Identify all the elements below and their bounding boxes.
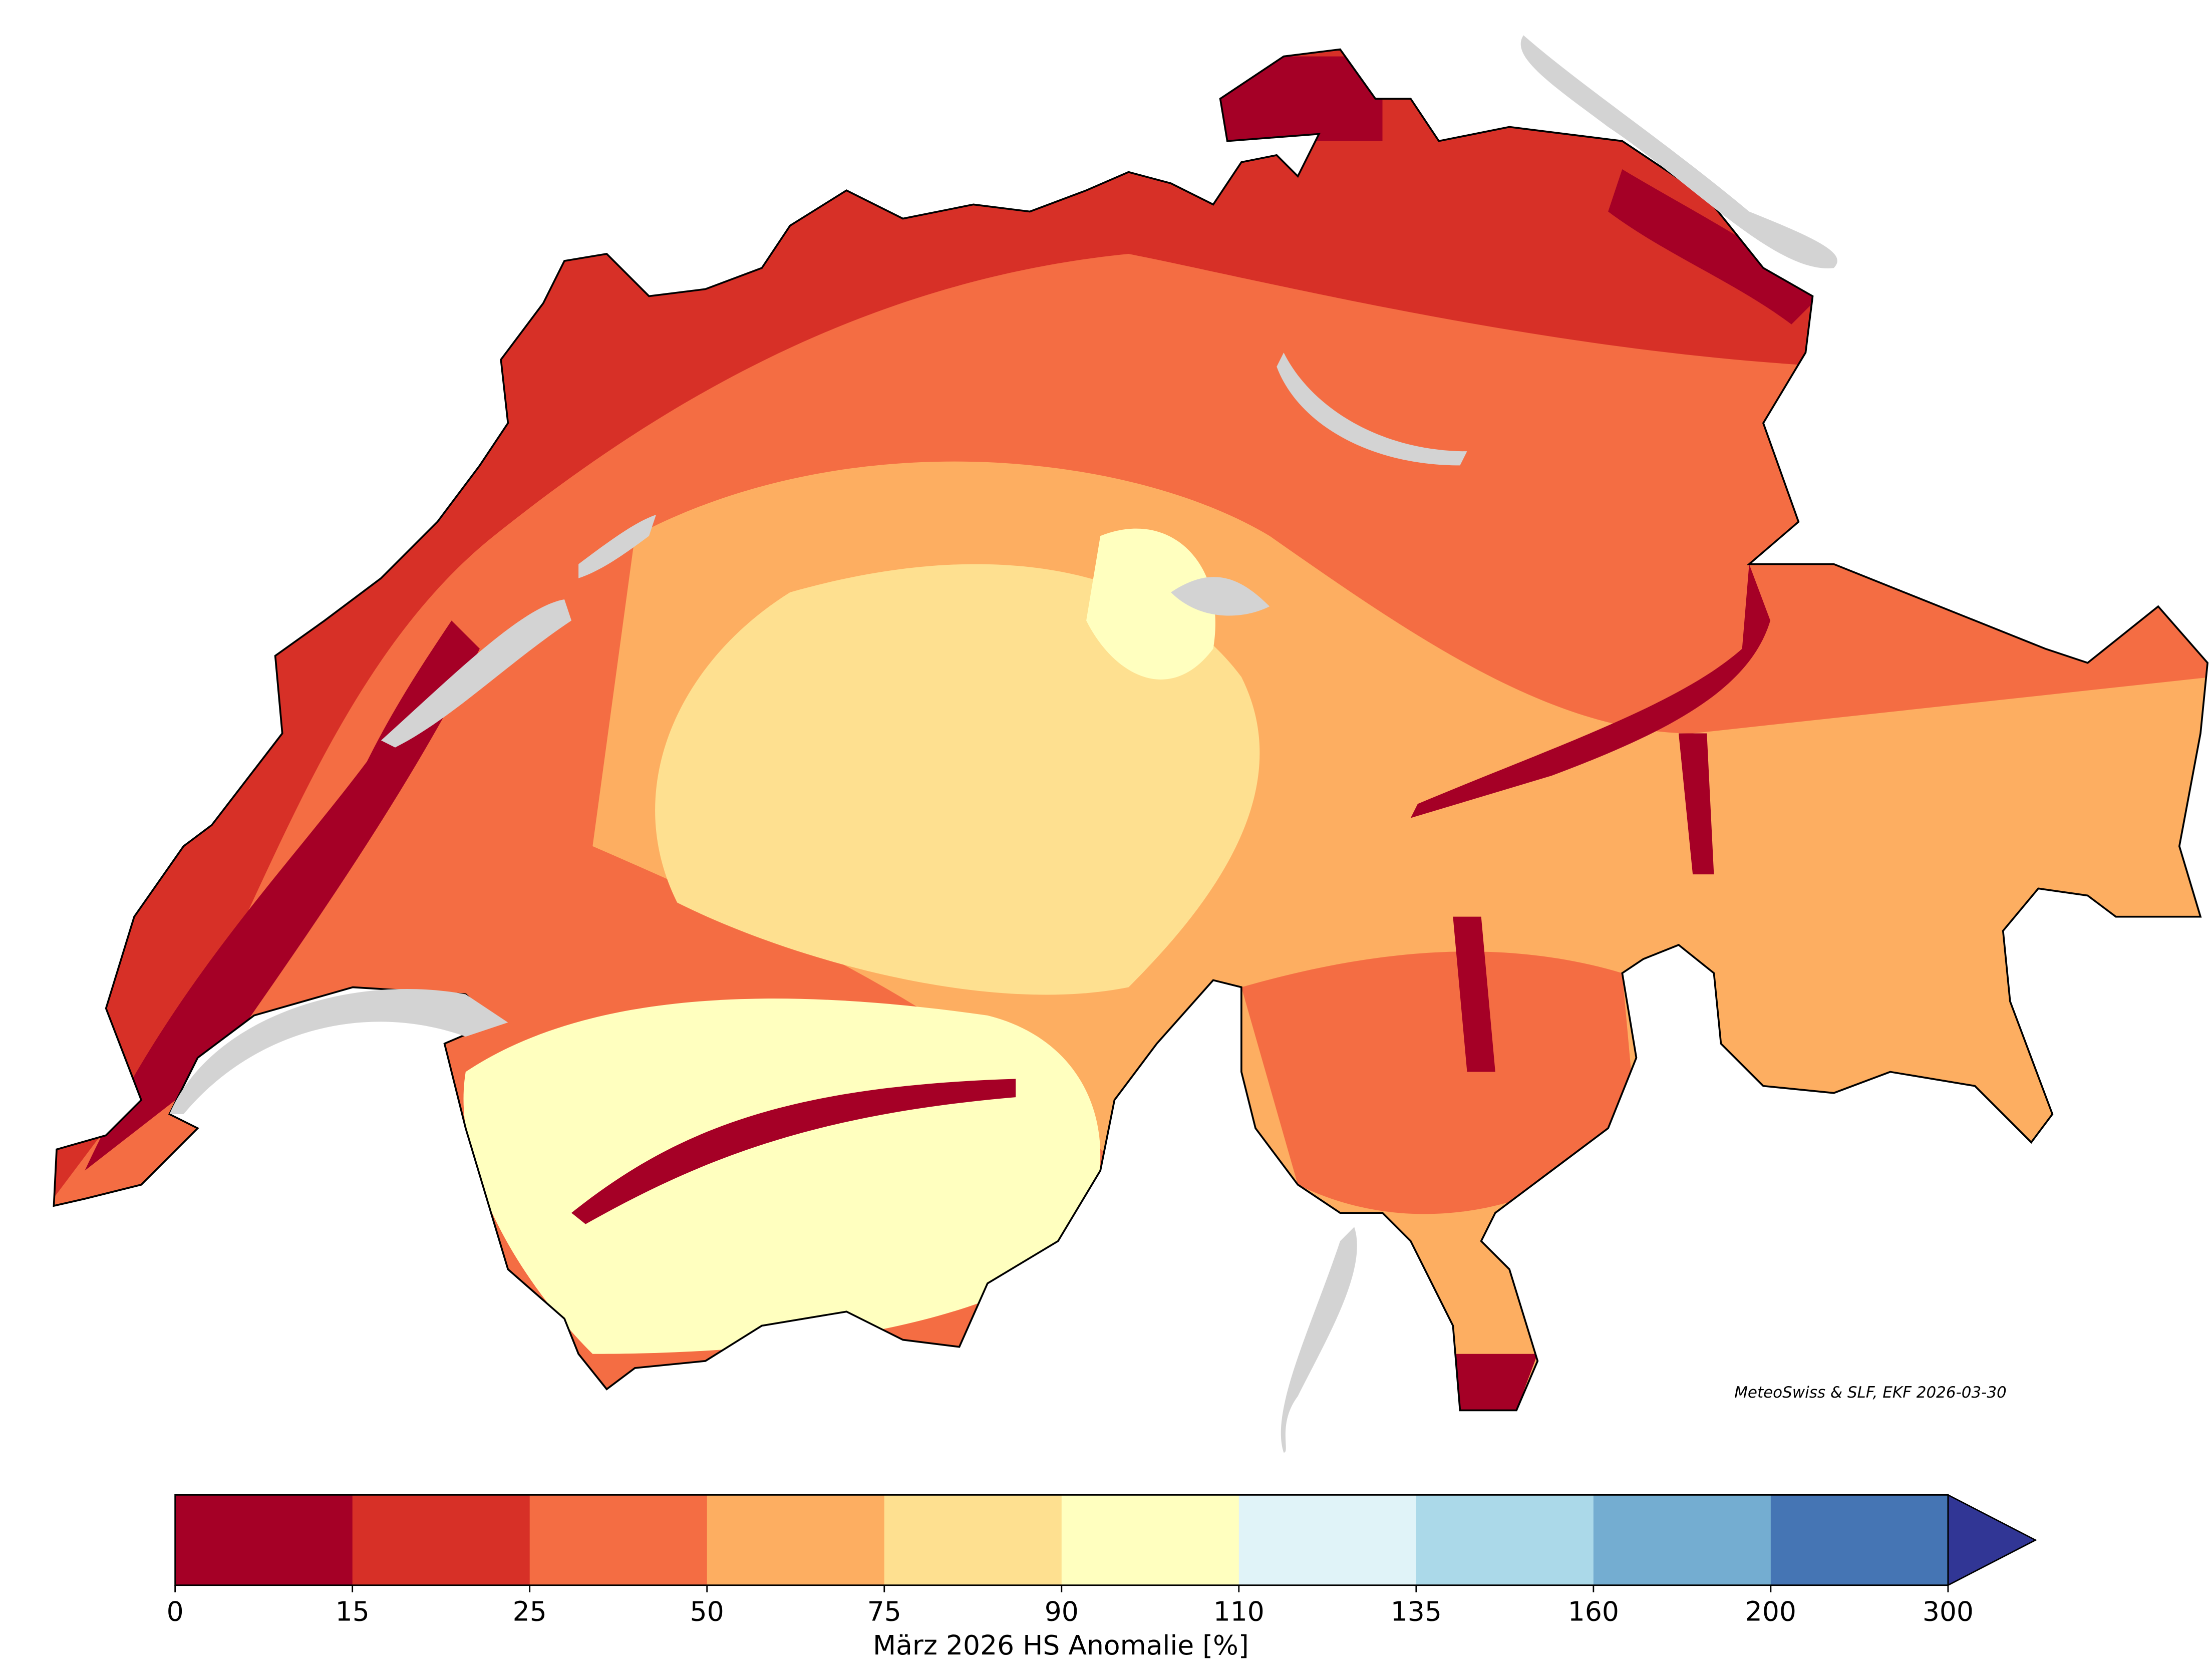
colorbar-segment xyxy=(707,1495,885,1585)
lake xyxy=(169,988,508,1114)
region xyxy=(463,998,1101,1354)
region xyxy=(1453,1354,1538,1411)
colorbar-extend xyxy=(1947,1494,2037,1586)
colorbar-segment xyxy=(1061,1495,1240,1585)
tick-label: 160 xyxy=(1568,1596,1619,1627)
region xyxy=(1410,564,1771,818)
lake xyxy=(381,599,572,748)
colorbar-segment xyxy=(175,1495,354,1585)
region xyxy=(1678,733,1714,875)
lakes xyxy=(169,35,1837,1453)
tick-label: 75 xyxy=(867,1596,901,1627)
tick-label: 200 xyxy=(1745,1596,1796,1627)
region xyxy=(655,564,1260,995)
region xyxy=(1453,916,1495,1072)
lake xyxy=(1281,1227,1357,1453)
colorbar: 0 15 25 50 75 90 110 135 160 200 300 xyxy=(167,1494,2037,1627)
lake xyxy=(1277,353,1467,466)
colorbar-segment xyxy=(352,1495,531,1585)
tick-label: 135 xyxy=(1391,1596,1442,1627)
region xyxy=(1608,169,1820,324)
region xyxy=(1213,56,1383,141)
lake xyxy=(578,514,657,578)
tick-label: 90 xyxy=(1045,1596,1079,1627)
tick-label: 0 xyxy=(167,1596,184,1627)
credit: MeteoSwiss & SLF, EKF 2026-03-30 xyxy=(1734,1384,2007,1402)
colorbar-segment xyxy=(884,1495,1063,1585)
region xyxy=(85,620,480,1171)
region xyxy=(1086,528,1215,680)
tick-label: 25 xyxy=(513,1596,547,1627)
tick-label: 50 xyxy=(690,1596,724,1627)
region xyxy=(571,1079,1016,1224)
colorbar-segment xyxy=(1770,1495,1949,1585)
colorbar-label: März 2026 HS Anomalie [%] xyxy=(873,1629,1249,1661)
colorbar-segment xyxy=(1238,1495,1417,1585)
lake xyxy=(1520,35,1837,268)
map-fill xyxy=(54,49,2208,1411)
colorbar-segment xyxy=(529,1495,708,1585)
tick-label: 15 xyxy=(336,1596,370,1627)
lake xyxy=(1171,577,1270,616)
tick-label: 110 xyxy=(1213,1596,1265,1627)
colorbar-segment xyxy=(1593,1495,1772,1585)
tick-label: 300 xyxy=(1923,1596,1974,1627)
colorbar-segment xyxy=(1416,1495,1595,1585)
region xyxy=(1241,951,1637,1214)
